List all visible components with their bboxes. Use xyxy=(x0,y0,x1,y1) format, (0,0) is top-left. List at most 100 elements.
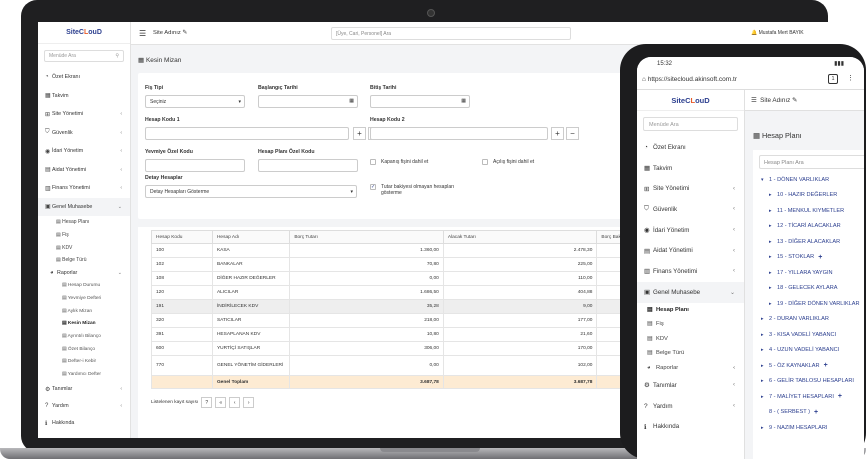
tree-node[interactable]: ▸ 5 - ÖZ KAYNAKLAR + xyxy=(761,358,864,374)
next-page-icon[interactable]: › xyxy=(243,397,255,408)
phone-sidebar-item[interactable]: ⊞ Site Yönetimi ‹ xyxy=(637,178,744,199)
plus-icon[interactable]: + xyxy=(813,408,819,416)
report-subitem[interactable]: ▤ Aylık Mizan xyxy=(38,305,130,318)
caret-right-icon[interactable]: ▸ xyxy=(769,238,772,245)
plus-icon[interactable]: + xyxy=(837,393,842,401)
kapanis-fisi-checkbox[interactable]: Kapanış fişini dahil et xyxy=(370,159,428,165)
sidebar-subitem[interactable]: ▤ Belge Türü xyxy=(38,254,130,267)
hesap-kodu-1-input[interactable] xyxy=(145,127,349,140)
phone-sidebar-item[interactable]: ⚙ Tanımlar ‹ xyxy=(637,375,744,396)
hesap-plani-search-input[interactable]: Hesap Planı Ara xyxy=(759,155,864,169)
global-search-input[interactable]: [Üye, Cari, Personel] Ara xyxy=(331,27,571,40)
hesap-kodu-1-add-button[interactable]: + xyxy=(353,127,366,140)
checkbox-box[interactable] xyxy=(482,159,488,165)
tree-node[interactable]: ▸ 4 - UZUN VADELİ YABANCI xyxy=(761,343,864,359)
baslangic-tarihi-input[interactable]: ▦ xyxy=(258,95,358,108)
phone-sidebar-subitem[interactable]: ▤ Fiş xyxy=(637,317,744,332)
caret-right-icon[interactable]: ▸ xyxy=(769,192,772,199)
sidebar-item[interactable]: ▤ Aidat Yönetimi ‹ xyxy=(38,161,130,180)
tree-node[interactable]: ▾ 1 - DÖNEN VARLIKLAR xyxy=(761,172,864,188)
phone-sidebar-item[interactable]: ? Yardım ‹ xyxy=(637,396,744,417)
url-text[interactable]: https://sitecloud.akinsoft.com.tr xyxy=(647,76,737,83)
phone-sidebar-subitem[interactable]: ◕ Raporlar ‹ xyxy=(637,361,744,376)
sidebar-subitem[interactable]: ▤ Fiş xyxy=(38,229,130,242)
more-vert-icon[interactable]: ⋮ xyxy=(847,75,854,82)
hamburger-menu-icon[interactable]: ☰ xyxy=(751,96,761,104)
plus-icon[interactable]: + xyxy=(818,253,823,261)
hamburger-menu-icon[interactable]: ☰ xyxy=(139,29,147,38)
phone-sidebar-search-input[interactable]: Menüde Ara xyxy=(643,117,738,131)
caret-right-icon[interactable]: ▸ xyxy=(761,424,764,431)
bell-icon[interactable]: 🔔 xyxy=(751,30,758,36)
caret-right-icon[interactable]: ▸ xyxy=(761,393,764,400)
help-icon[interactable]: ? xyxy=(201,397,213,408)
tree-node[interactable]: ▸ 11 - MENKUL KIYMETLER xyxy=(761,203,864,219)
hesap-kodu-2-add-button[interactable]: + xyxy=(551,127,564,140)
table-header-cell[interactable]: Hesap Adı xyxy=(211,230,291,244)
caret-right-icon[interactable]: ▸ xyxy=(769,300,772,307)
tree-node[interactable]: 8 - ( SERBEST ) + xyxy=(761,405,864,421)
sidebar-item[interactable]: ▥ Finans Yönetimi ‹ xyxy=(38,179,130,198)
phone-site-name[interactable]: Site Adınız xyxy=(760,96,791,104)
phone-sidebar-item[interactable]: ℹ Hakkında xyxy=(637,416,744,437)
caret-right-icon[interactable]: ▸ xyxy=(769,269,772,276)
tree-node[interactable]: ▸ 3 - KISA VADELİ YABANCI xyxy=(761,327,864,343)
checkbox-checked[interactable]: ✓ xyxy=(370,184,376,190)
hesap-kodu-2-input[interactable] xyxy=(370,127,548,140)
phone-sidebar-item[interactable]: ◉ İdari Yönetim ‹ xyxy=(637,220,744,241)
hesap-plani-ozel-kodu-input[interactable] xyxy=(258,159,358,172)
sidebar-item[interactable]: ◉ İdari Yönetim ‹ xyxy=(38,142,130,161)
table-header-cell[interactable]: Hesap Kodu xyxy=(151,230,213,244)
report-subitem[interactable]: ▤ Yardımcı Defter xyxy=(38,368,130,381)
calendar-icon[interactable]: ▦ xyxy=(461,98,466,104)
site-name[interactable]: Site Adınız ✎ xyxy=(153,30,187,36)
sidebar-item[interactable]: ▦ Takvim xyxy=(38,87,130,106)
sidebar-item[interactable]: ⛉ Güvenlik ‹ xyxy=(38,124,130,143)
caret-right-icon[interactable]: ▸ xyxy=(769,285,772,292)
report-subitem[interactable]: ▤ Hesap Durumu xyxy=(38,279,130,292)
caret-right-icon[interactable]: ▸ xyxy=(761,347,764,354)
sidebar-item-raporlar[interactable]: ◕ Raporlar ⌄ xyxy=(38,267,130,280)
sidebar-item[interactable]: ▣ Genel Muhasebe ⌄ xyxy=(38,197,130,216)
report-subitem[interactable]: ▤ Defter-i Kebir xyxy=(38,356,130,369)
yevmiye-ozel-kodu-input[interactable] xyxy=(145,159,245,172)
detay-hesaplar-select[interactable]: Detay Hesapları Gösterme ▾ xyxy=(145,185,357,198)
sidebar-subitem[interactable]: ▤ KDV xyxy=(38,241,130,254)
sidebar-item[interactable]: ⚙ Tanımlar ‹ xyxy=(38,381,130,398)
phone-sidebar-subitem[interactable]: ▤ KDV xyxy=(637,332,744,347)
report-subitem[interactable]: ▤ Özet Bilanço xyxy=(38,343,130,356)
caret-right-icon[interactable]: ▸ xyxy=(769,254,772,261)
tree-node[interactable]: ▸ 12 - TİCARİ ALACAKLAR xyxy=(761,219,864,235)
phone-sidebar-item[interactable]: ▦ Takvim xyxy=(637,158,744,179)
caret-down-icon[interactable]: ▾ xyxy=(761,176,764,183)
caret-right-icon[interactable]: ▸ xyxy=(761,362,764,369)
checkbox-box[interactable] xyxy=(370,159,376,165)
table-row[interactable]: 191 İNDİRİLECEK KDV 35,28 9,00 xyxy=(151,299,751,314)
report-subitem[interactable]: ▤ Kesin Mizan xyxy=(38,318,130,331)
caret-right-icon[interactable]: ▸ xyxy=(761,331,764,338)
browser-url-bar[interactable]: ⌂ https://sitecloud.akinsoft.com.tr 1 ⋮ xyxy=(637,70,864,90)
tree-node[interactable]: ▸ 7 - MALİYET HESAPLARI + xyxy=(761,389,864,405)
home-icon[interactable]: ⌂ xyxy=(642,76,648,83)
tree-node[interactable]: ▸ 18 - GELECEK AYLARA xyxy=(761,281,864,297)
phone-sidebar-item[interactable]: ◔ Özet Ekranı xyxy=(637,137,744,158)
sidebar-item[interactable]: ℹ Hakkında xyxy=(38,415,130,432)
bitis-tarihi-input[interactable]: ▦ xyxy=(370,95,470,108)
report-subitem[interactable]: ▤ Yevmiye Defteri xyxy=(38,292,130,305)
edit-icon[interactable]: ✎ xyxy=(792,96,798,104)
sidebar-item[interactable]: ⊞ Site Yönetimi ‹ xyxy=(38,105,130,124)
tree-node[interactable]: ▸ 17 - YILLARA YAYGIN xyxy=(761,265,864,281)
acilis-fisi-checkbox[interactable]: Açılış fişini dahil et xyxy=(482,159,534,165)
table-header-cell[interactable]: Alacak Tutarı xyxy=(442,230,598,244)
user-menu[interactable]: 🔔 Mustafa Mert BAYIK xyxy=(751,30,804,36)
phone-sidebar-item[interactable]: ⛉ Güvenlik ‹ xyxy=(637,199,744,220)
tree-node[interactable]: ▸ 9 - NAZIM HESAPLARI xyxy=(761,420,864,436)
table-header-cell[interactable]: Borç Tutarı xyxy=(289,230,444,244)
caret-right-icon[interactable]: ▸ xyxy=(761,316,764,323)
report-subitem[interactable]: ▤ Ayrıntılı Bilanço xyxy=(38,330,130,343)
tutar-bakiyesi-checkbox[interactable]: ✓ Tutar bakiyesi olmayan hesapları gösterm… xyxy=(370,184,454,196)
phone-sidebar-subitem[interactable]: ▤ Hesap Planı xyxy=(637,303,744,318)
plus-icon[interactable]: + xyxy=(823,362,828,370)
